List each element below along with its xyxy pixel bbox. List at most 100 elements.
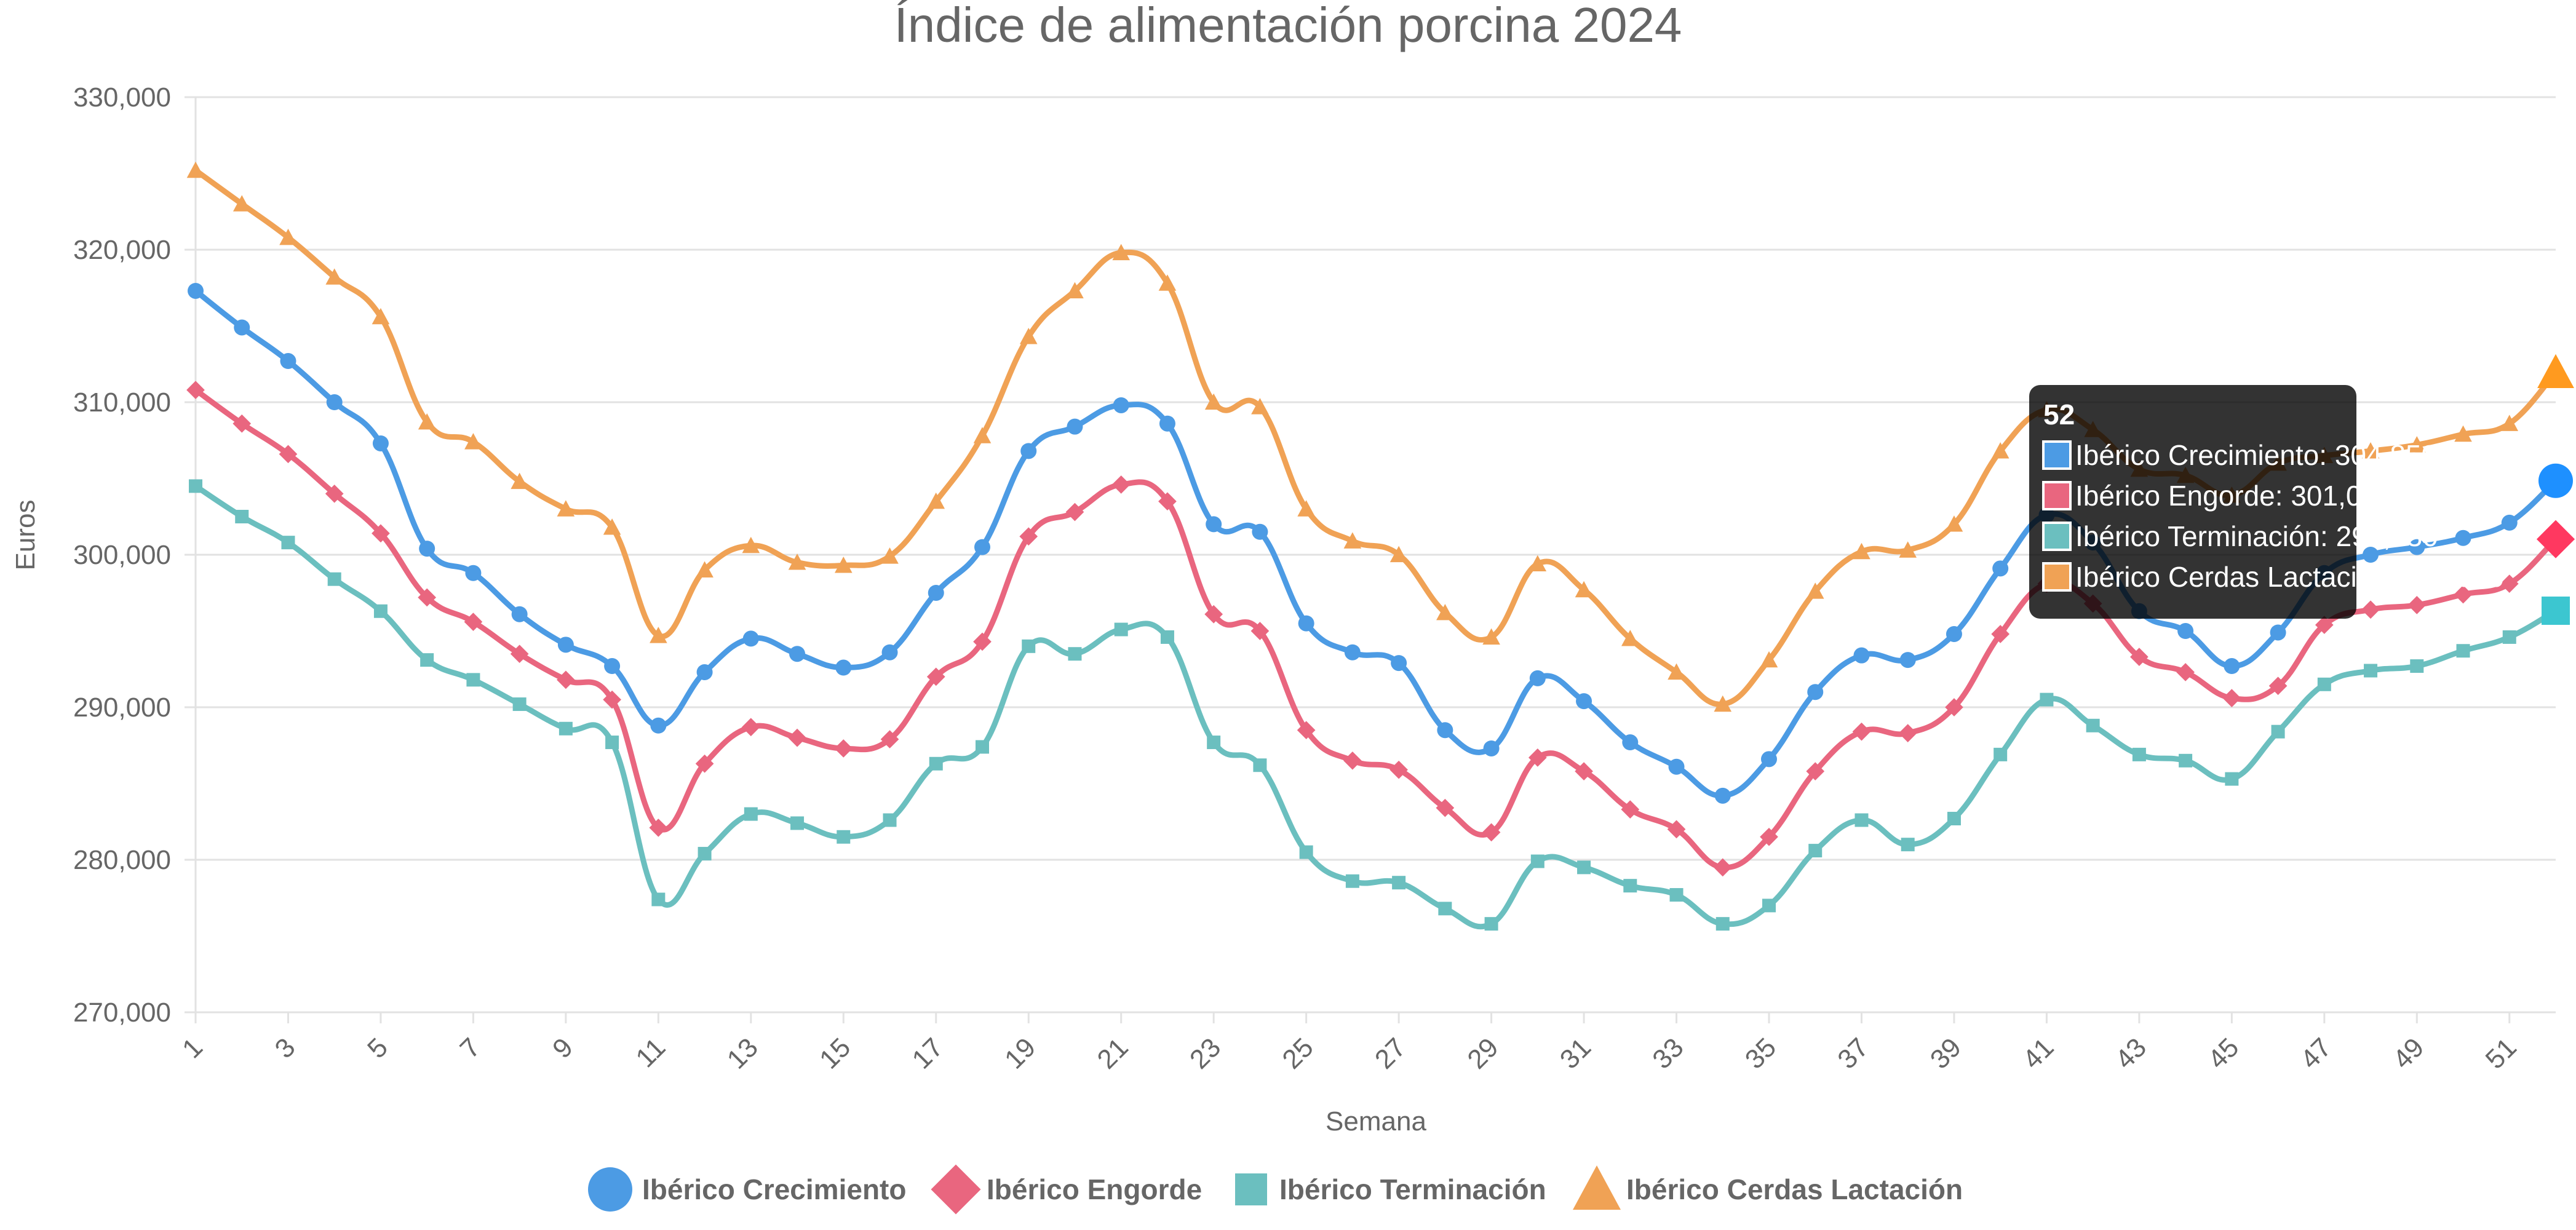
- data-point: [2176, 663, 2195, 681]
- data-point: [1114, 622, 1128, 637]
- x-tick-label: 15: [814, 1032, 856, 1074]
- data-point: [512, 697, 527, 712]
- legend[interactable]: Ibérico Crecimiento Ibérico Engorde Ibéric…: [588, 1164, 1963, 1215]
- y-tick-label: 300,000: [73, 540, 171, 570]
- data-point: [928, 585, 944, 601]
- data-point: [1020, 443, 1037, 459]
- hover-point: [2537, 354, 2574, 389]
- data-point: [1946, 625, 1962, 642]
- data-point: [1438, 902, 1452, 916]
- data-point: [1482, 628, 1500, 645]
- data-point: [2456, 644, 2470, 658]
- tooltip-line: Ibérico Crecimiento: 304,850: [2075, 439, 2437, 471]
- data-point: [233, 414, 252, 433]
- x-tick-label: 25: [1276, 1032, 1319, 1074]
- data-point: [651, 892, 666, 907]
- data-point: [1389, 546, 1408, 563]
- data-point: [373, 604, 388, 618]
- data-point: [1253, 758, 1267, 772]
- data-point: [2222, 689, 2241, 707]
- data-point: [2454, 585, 2473, 604]
- series-diamond: [186, 381, 2559, 877]
- data-point: [2179, 753, 2193, 768]
- data-point: [1204, 605, 1223, 624]
- data-point: [1207, 736, 1221, 750]
- legend-marker: [588, 1167, 632, 1212]
- data-point: [2132, 747, 2146, 761]
- data-point: [188, 282, 204, 299]
- x-tick-label: 27: [1369, 1032, 1412, 1074]
- y-tick-label: 330,000: [73, 82, 171, 113]
- data-point: [1529, 555, 1547, 572]
- data-point: [1343, 751, 1362, 770]
- hover-point: [2536, 520, 2575, 558]
- data-point: [1622, 734, 1639, 751]
- data-point: [2040, 692, 2054, 707]
- data-point: [1111, 475, 1131, 494]
- data-point: [1482, 823, 1501, 842]
- legend-label: Ibérico Cerdas Lactación: [1626, 1173, 1963, 1205]
- data-point: [420, 653, 434, 667]
- data-point: [418, 413, 436, 430]
- data-point: [1022, 639, 1036, 653]
- data-point: [189, 479, 202, 493]
- data-point: [789, 646, 806, 662]
- data-point: [279, 445, 298, 464]
- data-point: [1252, 523, 1268, 540]
- data-point: [2361, 600, 2380, 619]
- data-point: [1714, 787, 1731, 804]
- data-point: [1853, 647, 1870, 664]
- data-point: [2177, 623, 2194, 639]
- hover-point: [2538, 463, 2573, 498]
- chart-title: Índice de alimentación porcina 2024: [894, 0, 1682, 52]
- x-tick-label: 41: [2017, 1032, 2059, 1074]
- data-point: [1992, 560, 2009, 577]
- data-point: [1392, 876, 1406, 890]
- legend-item[interactable]: Ibérico Engorde: [931, 1164, 1203, 1215]
- data-point: [186, 381, 205, 400]
- legend-item[interactable]: Ibérico Cerdas Lactación: [1573, 1165, 1963, 1210]
- data-point: [698, 847, 712, 861]
- data-point: [1068, 647, 1082, 661]
- legend-item[interactable]: Ibérico Crecimiento: [588, 1167, 906, 1212]
- data-point: [1158, 492, 1177, 511]
- legend-marker: [931, 1164, 981, 1215]
- data-point: [1206, 516, 1222, 533]
- data-point: [973, 427, 992, 443]
- data-point: [2407, 436, 2426, 453]
- x-tick-label: 17: [907, 1032, 949, 1074]
- data-point: [1899, 541, 1917, 558]
- data-point: [2500, 415, 2519, 431]
- data-point: [1436, 798, 1455, 817]
- data-point: [1113, 397, 1129, 413]
- x-tick-label: 39: [1925, 1032, 1967, 1074]
- data-point: [1621, 800, 1640, 819]
- data-point: [2410, 659, 2424, 673]
- data-point: [2315, 616, 2334, 634]
- data-point: [976, 740, 989, 754]
- data-point: [1667, 820, 1686, 839]
- data-point: [788, 728, 806, 747]
- data-point: [1621, 630, 1639, 646]
- data-point: [605, 736, 619, 750]
- legend-item[interactable]: Ibérico Terminación: [1235, 1173, 1546, 1205]
- data-point: [235, 510, 249, 523]
- x-tick-label: 37: [1832, 1032, 1874, 1074]
- data-point: [464, 433, 482, 450]
- data-point: [1715, 917, 1730, 931]
- data-point: [927, 492, 945, 509]
- data-point: [1854, 813, 1869, 827]
- data-point: [466, 673, 480, 687]
- data-point: [511, 606, 528, 622]
- tooltip-lines: Ibérico Crecimiento: 304,850 Ibérico Engo…: [2042, 439, 2504, 593]
- data-point: [327, 572, 341, 586]
- data-point: [2086, 718, 2100, 732]
- tooltip-swatch: [2042, 562, 2072, 592]
- data-point: [372, 524, 390, 543]
- x-tick-label: 5: [362, 1032, 394, 1064]
- data-point: [280, 353, 296, 370]
- legend-marker: [1235, 1173, 1267, 1205]
- data-point: [603, 518, 621, 535]
- data-point: [1391, 655, 1407, 672]
